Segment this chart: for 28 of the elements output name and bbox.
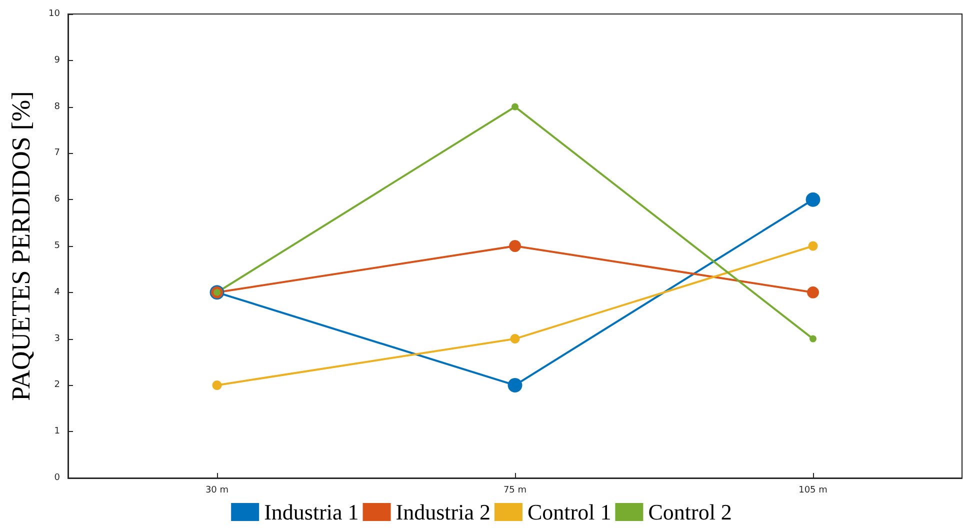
point: [512, 103, 518, 110]
point: [212, 380, 222, 390]
point: [807, 286, 819, 298]
y-tick-label: 1: [54, 426, 60, 437]
point: [810, 335, 816, 342]
point: [806, 192, 820, 207]
y-tick-label: 10: [48, 9, 60, 19]
legend-label: Industria 2: [396, 500, 490, 524]
y-tick-label: 3: [54, 334, 60, 344]
x-tick-label: 105 m: [798, 486, 828, 496]
point: [508, 378, 522, 392]
legend-label: Industria 1: [264, 500, 359, 524]
y-tick-label: 9: [54, 55, 60, 66]
x-tick-label: 75 m: [503, 486, 527, 496]
x-tick-label: 30 m: [205, 486, 229, 496]
y-tick-label: 6: [54, 194, 60, 205]
point: [510, 334, 520, 344]
y-tick-label: 4: [54, 287, 60, 298]
y-tick-label: 8: [54, 102, 60, 112]
y-tick-label: 0: [54, 473, 60, 483]
y-axis-title: PAQUETES PERDIDOS [%]: [6, 91, 36, 401]
point: [509, 240, 521, 252]
y-tick-label: 2: [54, 380, 60, 390]
legend-label: Control 2: [648, 500, 732, 524]
y-tick-label: 5: [54, 241, 60, 251]
y-tick-label: 7: [54, 148, 60, 158]
point: [808, 241, 818, 251]
legend-label: Control 1: [527, 500, 612, 524]
